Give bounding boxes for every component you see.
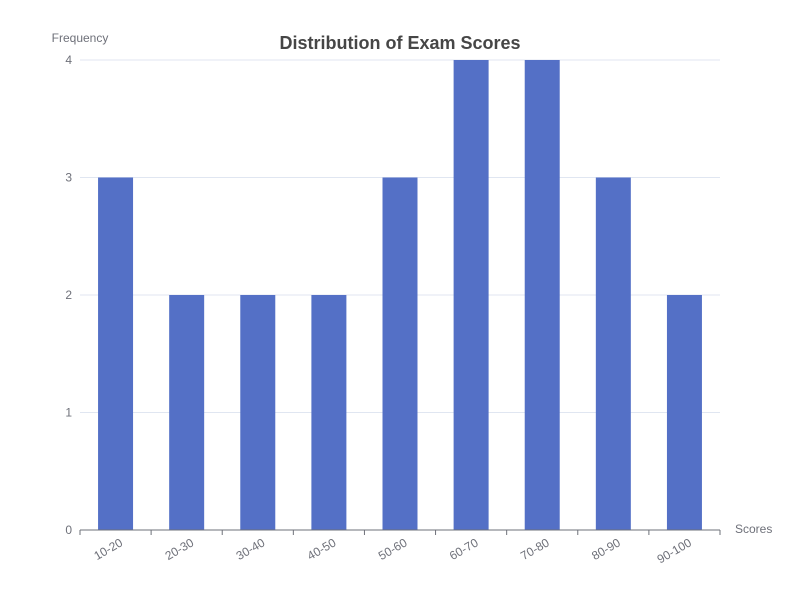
- x-tick-label: 90-100: [655, 535, 695, 566]
- bars: [98, 60, 702, 530]
- x-axis: [79, 529, 721, 535]
- y-tick-label: 0: [65, 523, 72, 537]
- x-axis-label: Scores: [735, 522, 772, 536]
- y-tick-label: 2: [65, 288, 72, 302]
- x-tick-label: 50-60: [376, 535, 410, 563]
- x-tick-label: 40-50: [305, 535, 339, 563]
- bar[interactable]: [98, 177, 134, 531]
- x-tick-label: 70-80: [518, 535, 552, 563]
- x-tick-label: 20-30: [163, 535, 197, 563]
- bar[interactable]: [666, 295, 702, 530]
- x-tick-label: 80-90: [589, 535, 623, 563]
- y-axis-label: Frequency: [52, 31, 109, 45]
- y-tick-label: 3: [65, 171, 72, 185]
- bar[interactable]: [453, 60, 489, 530]
- x-axis-ticks: 10-20 20-30 30-40 40-50 50-60 60-70 70-80 80-90…: [91, 535, 694, 566]
- y-tick-label: 1: [65, 406, 72, 420]
- x-tick-label: 10-20: [91, 535, 125, 563]
- bar[interactable]: [240, 295, 276, 530]
- bar[interactable]: [169, 295, 205, 530]
- y-tick-label: 4: [65, 53, 72, 67]
- bar[interactable]: [382, 177, 418, 531]
- y-axis-ticks: 0 1 2 3 4: [65, 53, 72, 537]
- bar[interactable]: [595, 177, 631, 531]
- x-tick-label: 60-70: [447, 535, 481, 563]
- chart-title: Distribution of Exam Scores: [279, 33, 520, 53]
- bar[interactable]: [311, 295, 347, 530]
- x-tick-label: 30-40: [234, 535, 268, 563]
- bar[interactable]: [524, 60, 560, 530]
